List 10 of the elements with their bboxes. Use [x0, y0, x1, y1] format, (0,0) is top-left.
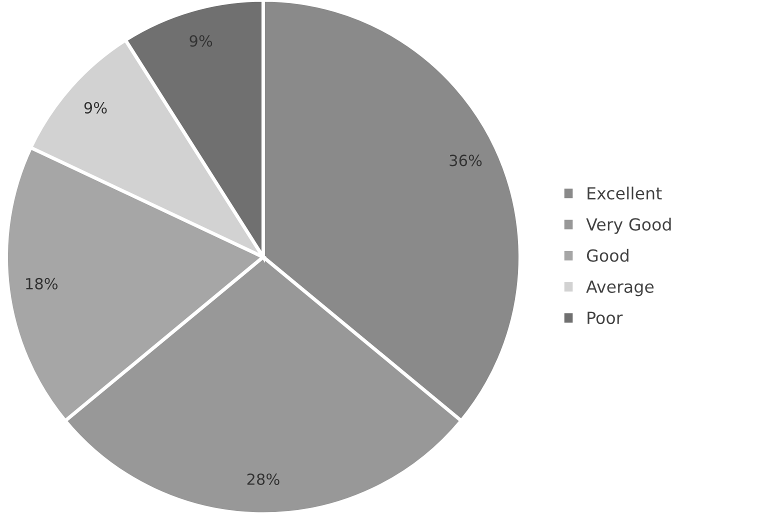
- data-label: 36%: [450, 154, 482, 166]
- data-label: 9%: [190, 35, 212, 47]
- legend-label: Average: [586, 280, 654, 296]
- legend-label: Good: [586, 248, 628, 262]
- data-label: 18%: [26, 278, 58, 290]
- data-label: 28%: [247, 473, 280, 486]
- legend-label: Excellent: [588, 186, 662, 200]
- legend-label: Very Good: [586, 218, 671, 234]
- legend-label: Poor: [588, 312, 623, 324]
- data-label: 9%: [84, 102, 107, 114]
